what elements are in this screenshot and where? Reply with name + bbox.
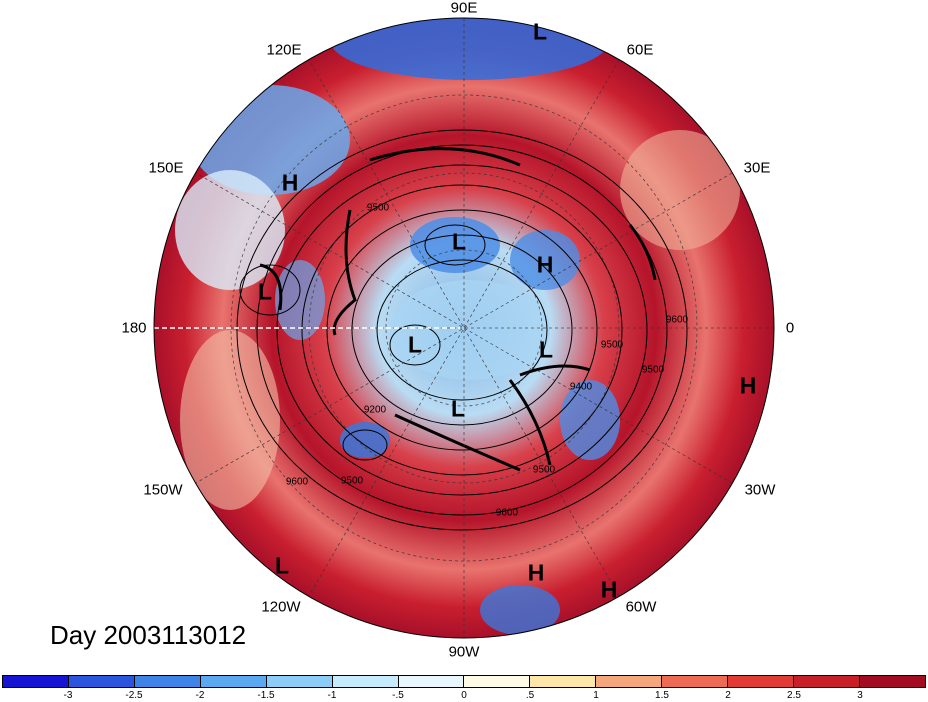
colorbar-tick-label: -3 (63, 690, 73, 701)
high-pressure-marker: H (536, 251, 554, 278)
low-pressure-marker: L (538, 336, 554, 363)
colorbar-tick-label: 2.5 (787, 690, 801, 701)
colorbar-swatch (332, 676, 399, 687)
low-pressure-marker: L (407, 331, 423, 358)
colorbar-swatch (596, 676, 663, 687)
lon-label-120e: 120E (266, 41, 302, 59)
day-label: Day 2003113012 (50, 620, 247, 650)
low-pressure-marker: L (450, 395, 466, 422)
colorbar (2, 675, 926, 688)
colorbar-tick-label: -2.5 (125, 690, 143, 701)
lon-label-180: 180 (121, 319, 147, 337)
contour-label: 9500 (340, 475, 364, 487)
anomaly-field (154, 18, 774, 638)
colorbar-swatch (398, 676, 465, 687)
colorbar-swatch (530, 676, 597, 687)
high-pressure-marker: H (281, 169, 299, 196)
contour-label: 9500 (600, 339, 624, 351)
colorbar-tick-label: 1 (593, 690, 599, 701)
contour-label: 9500 (641, 364, 665, 376)
contour-label: 9200 (363, 404, 387, 416)
lon-label-0: 0 (785, 319, 795, 337)
lon-label-30e: 30E (743, 159, 771, 177)
colorbar-swatch (134, 676, 201, 687)
colorbar-tick-label: 3 (857, 690, 863, 701)
lon-label-120w: 120W (261, 598, 301, 616)
lon-label-90w: 90W (448, 643, 480, 661)
low-pressure-marker: L (451, 228, 467, 255)
lon-label-60e: 60E (626, 41, 654, 59)
colorbar-swatch (662, 676, 729, 687)
low-pressure-marker: L (532, 18, 548, 45)
contour-label: 9500 (366, 202, 390, 214)
colorbar-tick-label: 2 (725, 690, 731, 701)
contour-label: 9500 (532, 464, 556, 476)
contour-label: 9600 (665, 314, 689, 326)
low-pressure-marker: L (257, 278, 273, 305)
high-pressure-marker: H (600, 576, 618, 603)
colorbar-tick-label: -2 (195, 690, 205, 701)
colorbar-swatch (728, 676, 795, 687)
lon-label-30w: 30W (744, 481, 776, 499)
colorbar-tick-label: -.5 (392, 690, 404, 701)
contour-label: 9600 (495, 507, 519, 519)
contour-label: 9600 (285, 476, 309, 488)
colorbar-tick-label: 1.5 (655, 690, 669, 701)
colorbar-swatch (266, 676, 333, 687)
colorbar-tick-label: -1.5 (257, 690, 275, 701)
colorbar-tick-label: .5 (525, 690, 535, 701)
colorbar-tick-label: -1 (327, 690, 337, 701)
low-pressure-marker: L (274, 552, 290, 579)
colorbar-swatch (3, 676, 69, 687)
colorbar-swatch (859, 676, 925, 687)
colorbar-swatch (200, 676, 267, 687)
contour-label: 9400 (569, 381, 593, 393)
colorbar-tick-label: 0 (461, 690, 467, 701)
lon-label-150e: 150E (148, 159, 184, 177)
lon-label-90e: 90E (450, 0, 478, 17)
high-pressure-marker: H (527, 559, 545, 586)
lon-label-60w: 60W (625, 598, 657, 616)
colorbar-swatch (464, 676, 531, 687)
colorbar-ticks: -3 -2.5 -2 -1.5 -1 -.5 0 .5 1 1.5 2 2.5 3 (2, 690, 926, 702)
colorbar-swatch (68, 676, 135, 687)
colorbar-swatch (794, 676, 860, 687)
high-pressure-marker: H (739, 372, 757, 399)
lon-label-150w: 150W (143, 481, 183, 499)
